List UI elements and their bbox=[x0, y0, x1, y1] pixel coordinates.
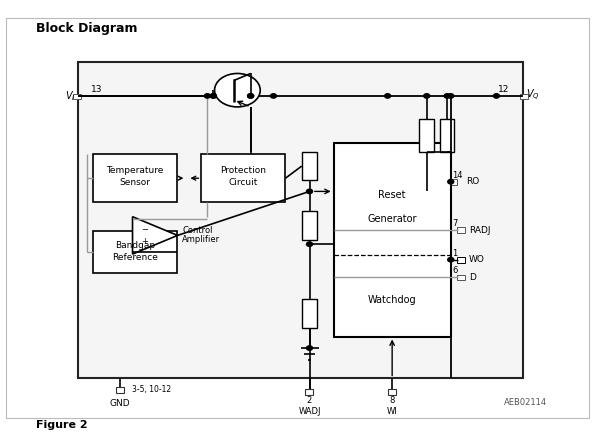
Circle shape bbox=[210, 94, 216, 98]
Bar bbox=[302, 152, 317, 180]
Text: WO: WO bbox=[469, 255, 484, 264]
Circle shape bbox=[448, 94, 454, 98]
Bar bbox=[305, 389, 313, 395]
Bar bbox=[73, 94, 81, 99]
Bar bbox=[457, 257, 465, 263]
Bar bbox=[450, 179, 457, 185]
Circle shape bbox=[307, 346, 313, 350]
Bar bbox=[93, 231, 177, 273]
Circle shape bbox=[493, 94, 499, 98]
Bar bbox=[520, 94, 528, 99]
Text: Circuit: Circuit bbox=[229, 178, 258, 187]
Circle shape bbox=[307, 242, 313, 246]
Text: 6: 6 bbox=[452, 266, 457, 275]
Circle shape bbox=[307, 189, 313, 194]
Text: Temperature: Temperature bbox=[106, 166, 164, 175]
Text: 1: 1 bbox=[452, 249, 457, 257]
Bar bbox=[440, 119, 454, 152]
Text: 3-5, 10-12: 3-5, 10-12 bbox=[132, 385, 171, 394]
Bar bbox=[116, 387, 124, 393]
Text: Block Diagram: Block Diagram bbox=[36, 22, 138, 35]
Bar bbox=[457, 275, 465, 280]
Text: RO: RO bbox=[466, 177, 479, 186]
Text: RADJ: RADJ bbox=[469, 226, 490, 235]
Text: 2: 2 bbox=[307, 396, 312, 405]
Bar bbox=[93, 154, 177, 202]
Polygon shape bbox=[132, 216, 178, 254]
Text: Control: Control bbox=[183, 226, 213, 235]
Bar bbox=[457, 227, 465, 233]
Text: GND: GND bbox=[110, 400, 130, 408]
Text: $V_Q$: $V_Q$ bbox=[526, 88, 540, 103]
Text: 12: 12 bbox=[498, 85, 510, 94]
Text: Bandgap: Bandgap bbox=[115, 241, 155, 250]
Text: Watchdog: Watchdog bbox=[368, 295, 416, 305]
Text: D: D bbox=[469, 273, 475, 282]
Circle shape bbox=[210, 94, 216, 98]
Bar bbox=[302, 211, 317, 240]
Text: 7: 7 bbox=[452, 219, 457, 228]
Circle shape bbox=[248, 94, 254, 98]
Circle shape bbox=[204, 94, 210, 98]
Circle shape bbox=[444, 94, 450, 98]
Text: WI: WI bbox=[387, 407, 397, 416]
Circle shape bbox=[248, 94, 254, 98]
Circle shape bbox=[385, 94, 391, 98]
Text: Reference: Reference bbox=[112, 253, 158, 262]
Bar bbox=[388, 389, 396, 395]
Text: 14: 14 bbox=[453, 171, 463, 180]
Circle shape bbox=[215, 73, 260, 107]
Text: $V_I$: $V_I$ bbox=[65, 89, 75, 103]
Text: +: + bbox=[141, 237, 148, 246]
Text: 8: 8 bbox=[389, 396, 395, 405]
Text: Sensor: Sensor bbox=[120, 178, 151, 187]
Text: WADJ: WADJ bbox=[298, 407, 321, 416]
Text: −: − bbox=[141, 226, 148, 235]
Text: Generator: Generator bbox=[367, 213, 417, 224]
Bar bbox=[302, 299, 317, 328]
Bar bbox=[419, 119, 434, 152]
Circle shape bbox=[448, 180, 454, 184]
Circle shape bbox=[270, 94, 276, 98]
Bar bbox=[334, 143, 451, 337]
Text: AEB02114: AEB02114 bbox=[504, 398, 547, 407]
Text: 13: 13 bbox=[91, 85, 103, 94]
Text: Figure 2: Figure 2 bbox=[36, 420, 88, 429]
Bar bbox=[78, 62, 523, 378]
Text: Reset: Reset bbox=[379, 190, 406, 200]
Circle shape bbox=[448, 257, 454, 262]
Circle shape bbox=[424, 94, 430, 98]
Bar bbox=[201, 154, 285, 202]
Text: Amplifier: Amplifier bbox=[183, 235, 221, 244]
Text: Protection: Protection bbox=[221, 166, 266, 175]
